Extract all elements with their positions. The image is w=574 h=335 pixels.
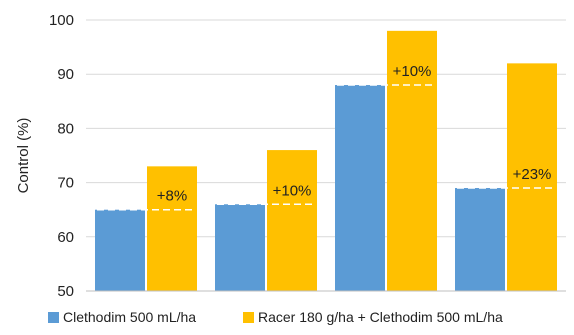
legend-swatch [243, 312, 254, 323]
increase-annotation: +10% [273, 182, 312, 199]
annotations: +8% +10% +10% +23% [157, 63, 552, 205]
y-tick-label: 80 [57, 120, 74, 137]
y-tick-label: 90 [57, 66, 74, 83]
reference-lines [97, 84, 555, 211]
y-tick-label: 50 [57, 283, 74, 300]
increase-annotation: +10% [393, 63, 432, 80]
y-tick-label: 70 [57, 175, 74, 192]
legend: Clethodim 500 mL/ha Racer 180 g/ha + Clet… [48, 309, 503, 325]
bar-clethodim [335, 85, 385, 291]
y-axis-ticks: 50 60 70 80 90 100 [49, 12, 74, 300]
y-tick-label: 60 [57, 229, 74, 246]
bars [95, 30, 557, 292]
bar-clethodim [215, 204, 265, 291]
bar-racer-clethodim [267, 150, 317, 291]
y-tick-label: 100 [49, 12, 74, 29]
legend-label: Racer 180 g/ha + Clethodim 500 mL/ha [258, 309, 503, 325]
legend-label: Clethodim 500 mL/ha [63, 309, 196, 325]
bar-racer-clethodim [147, 166, 197, 291]
y-axis-title: Control (%) [15, 118, 32, 194]
increase-annotation: +23% [513, 166, 552, 183]
bar-racer-clethodim [507, 63, 557, 291]
legend-swatch [48, 312, 59, 323]
bar-clethodim [95, 209, 145, 291]
increase-annotation: +8% [157, 188, 187, 205]
bar-clethodim [455, 188, 505, 291]
bar-racer-clethodim [387, 30, 437, 292]
